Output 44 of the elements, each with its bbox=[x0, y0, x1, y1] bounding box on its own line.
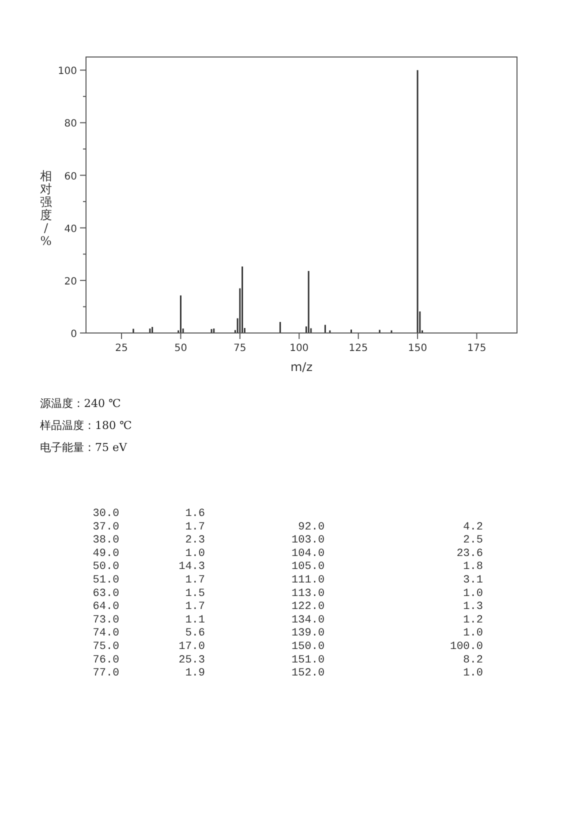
text: 76.0 25.3 bbox=[80, 654, 205, 666]
text: 103.0 2.5 bbox=[284, 534, 483, 547]
x-tick-label: 25 bbox=[115, 343, 128, 354]
text: 30.0 1.6 bbox=[80, 508, 205, 520]
text: 75.0 17.0 bbox=[80, 641, 205, 653]
text: 73.0 1.1 bbox=[80, 614, 206, 626]
x-tick-label: 75 bbox=[234, 343, 246, 354]
y-tick-label: 20 bbox=[64, 276, 77, 288]
y-tick-label: 80 bbox=[64, 118, 77, 130]
x-axis-title: m/z bbox=[290, 360, 313, 374]
text: 50.0 14.3 bbox=[80, 561, 205, 574]
x-tick-label: 150 bbox=[408, 343, 428, 354]
x-tick-label: 175 bbox=[467, 343, 486, 354]
y-axis-title: 相对强度/% bbox=[40, 169, 52, 248]
text: 51.0 1.7 bbox=[80, 574, 205, 586]
y-tick-label: 40 bbox=[64, 224, 77, 235]
text: 74.0 5.6 bbox=[80, 628, 205, 640]
text: 38.0 2.3 bbox=[80, 534, 205, 547]
text: 150.0 100.0 bbox=[284, 641, 483, 653]
y-tick-label: 0 bbox=[70, 329, 77, 340]
text: 105.0 1.8 bbox=[284, 561, 483, 574]
text: 111.0 3.1 bbox=[284, 574, 484, 586]
y-tick-label: 60 bbox=[64, 171, 77, 182]
y-tick-label: 100 bbox=[58, 66, 77, 78]
x-tick-label: 100 bbox=[290, 343, 309, 354]
text: 63.0 1.5 bbox=[80, 588, 205, 600]
text: 77.0 1.9 bbox=[80, 668, 205, 680]
text: 152.0 1.0 bbox=[284, 668, 483, 680]
x-tick-label: 125 bbox=[348, 343, 368, 354]
text: 151.0 8.2 bbox=[284, 654, 483, 666]
text: 电子能量：75 eV bbox=[40, 441, 128, 454]
text: 139.0 1.0 bbox=[284, 628, 483, 640]
text: 113.0 1.0 bbox=[284, 588, 483, 600]
plot: 0 20 40 60 80 100 25 50 75 100 125 150 175 bbox=[58, 56, 518, 354]
text: 134.0 1.2 bbox=[284, 614, 483, 626]
text: 92.0 4.2 bbox=[284, 521, 483, 534]
x-tick-label: 50 bbox=[174, 343, 188, 354]
text: 122.0 1.3 bbox=[284, 601, 483, 614]
text: 源温度：240 ℃ bbox=[40, 397, 121, 410]
text: 样品温度：180 ℃ bbox=[40, 419, 132, 432]
text: 104.0 23.6 bbox=[284, 548, 483, 560]
text: 49.0 1.0 bbox=[80, 548, 205, 560]
text: 37.0 1.7 bbox=[80, 521, 205, 534]
text: 64.0 1.7 bbox=[80, 601, 205, 614]
